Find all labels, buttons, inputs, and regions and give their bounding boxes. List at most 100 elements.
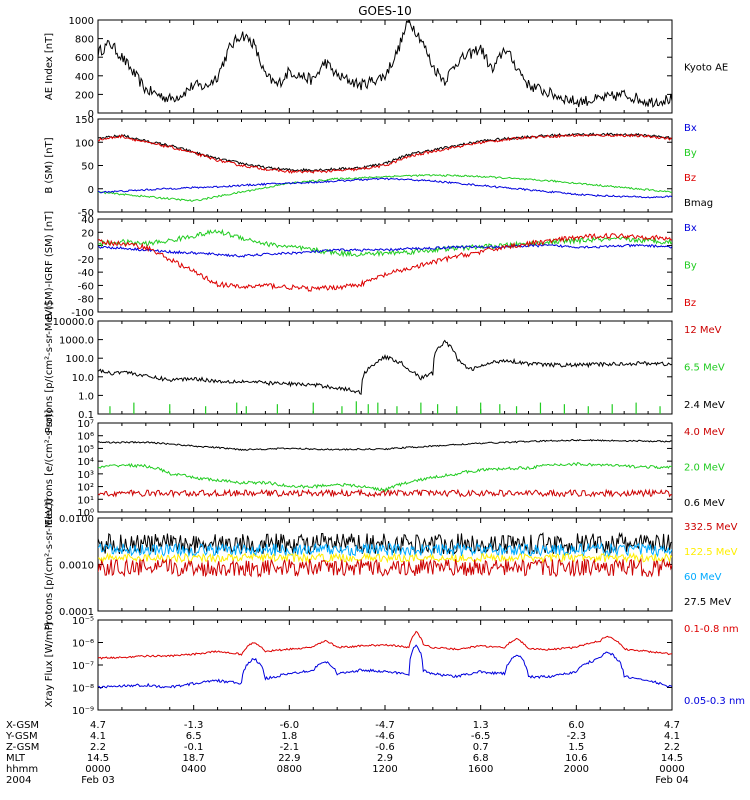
y-tick-label: -80 [78,295,94,306]
y-tick-label: 0 [88,109,94,120]
panel-1: 1000 800 600 400 200 0 AE Index [nT] Kyoto AE [44,16,728,120]
x-axis-cell: 14.5 [661,753,683,764]
x-axis-cell: 22.9 [278,753,300,764]
x-axis-cell: 1.3 [473,720,489,731]
plot-area [98,438,672,499]
y-tick-label: 10³ [77,470,94,481]
series-line-bz [98,232,672,292]
y-tick-label: 10⁰ [77,508,94,519]
x-axis-cell: 4.7 [90,720,106,731]
x-axis-cell: 2.2 [90,742,106,753]
x-axis-row-label: X-GSM [6,720,39,731]
y-tick-label: -50 [78,208,94,219]
series-line-kyoto-ae [98,20,672,108]
plot-title: GOES-10 [358,4,412,18]
x-axis-cell: -4.7 [375,720,395,731]
legend-entry: 60 MeV [684,572,722,583]
plot-area [98,228,672,292]
legend-entry: 2.4 MeV [684,400,725,411]
x-axis-row-label: Y-GSM [5,731,38,742]
panel-3: 40 20 0 -20 -40 -60 -80 -100 B (SM)-IGRF (SM) [n… [44,211,697,320]
y-tick-label: 10⁻⁵ [72,616,94,627]
series-line-2-0-mev [98,462,672,493]
y-axis-label: Xray Flux [W/m²] [44,622,55,707]
panel-frame [97,517,673,612]
series-line-bz [98,133,672,175]
y-tick-label: 10⁻⁶ [72,639,94,650]
y-tick-label: 10⁻⁸ [72,684,94,695]
y-tick-label: 10⁴ [77,457,94,468]
legend-entry: 0.05-0.3 nm [684,696,745,707]
y-tick-label: -100 [71,308,94,319]
x-axis-cell: -6.5 [471,731,491,742]
y-tick-label: 10⁵ [77,444,94,455]
x-axis-cell: 0400 [181,764,206,775]
legend-entry: 27.5 MeV [684,597,731,608]
y-tick-label: 20 [81,228,94,239]
panel-6: 0.0100 0.0010 0.0001 Protons [p/(cm²-s-sr-M… [44,499,738,631]
y-tick-label: 100.0 [65,354,94,365]
panel-frame [97,218,673,313]
legend-entry: By [684,261,697,272]
x-axis-cell: 4.1 [664,731,680,742]
y-tick-label: 200 [75,90,94,101]
y-tick-label: 10.0 [72,373,94,384]
y-axis-label: AE Index [nT] [44,33,55,100]
x-axis-cell: -6.0 [280,720,300,731]
series-line-bx [98,177,672,199]
y-axis-label: Protons [p/(cm²-s-sr-MeV)] [44,499,55,631]
x-axis-row-label: 2004 [6,775,31,786]
x-axis-cell: 1.5 [568,742,584,753]
y-axis-label: Protons [p/(cm²-s-sr-MeV)] [44,302,55,434]
x-axis-cell: 6.0 [568,720,584,731]
series-line-0-05-0-3-nm [98,644,672,689]
x-axis-cell: 0.7 [473,742,489,753]
x-axis-row-label: hhmm [6,764,38,775]
panel-4: 10000.0 1000.0 100.0 10.0 1.0 0.1 Protons [p/(… [44,302,725,434]
y-tick-label: 1000.0 [59,336,94,347]
x-axis-cell: -1.3 [184,720,204,731]
panel-frame [97,422,673,513]
legend-entry: 4.0 MeV [684,427,725,438]
x-axis-cell: 6.8 [473,753,489,764]
y-tick-label: 10² [77,483,94,494]
series-line-122-5-mev [98,552,672,564]
legend-entry: 12 MeV [684,325,722,336]
series-line-0-1-0-8-nm [98,630,672,660]
legend-entry: 122.5 MeV [684,547,738,558]
series-line-4-0-mev [98,488,672,499]
y-tick-label: 10⁶ [77,432,94,443]
y-tick-label: 1.0 [78,391,94,402]
legend-entry: 0.6 MeV [684,498,725,509]
panel-frame [97,619,673,711]
x-axis-cell: -0.6 [375,742,395,753]
series-line-332-5-mev [98,557,672,578]
y-tick-label: 10⁻⁹ [72,706,94,717]
legend-entry: Bz [684,298,696,309]
series-line-bx [98,243,672,258]
x-axis-cell: Feb 03 [81,775,115,786]
y-tick-label: 0 [88,185,94,196]
y-tick-label: 100 [75,138,94,149]
x-axis-cell: 1200 [372,764,397,775]
plot-area [98,630,672,689]
legend-entry: By [684,148,697,159]
legend-entry: Bx [684,123,697,134]
legend-entry: 332.5 MeV [684,522,738,533]
y-tick-label: 600 [75,53,94,64]
legend-entry: 0.1-0.8 nm [684,624,739,635]
legend-entry: 6.5 MeV [684,363,725,374]
y-tick-label: 50 [81,162,94,173]
plot-area [98,531,672,578]
plot-area [98,132,672,202]
y-tick-label: 400 [75,72,94,83]
y-tick-label: -40 [78,268,94,279]
series-line-by [98,173,672,202]
panel-frame [97,320,673,415]
x-axis-cell: 10.6 [565,753,587,764]
x-axis-cell: 14.5 [87,753,109,764]
series-line-60-mev [98,541,672,558]
